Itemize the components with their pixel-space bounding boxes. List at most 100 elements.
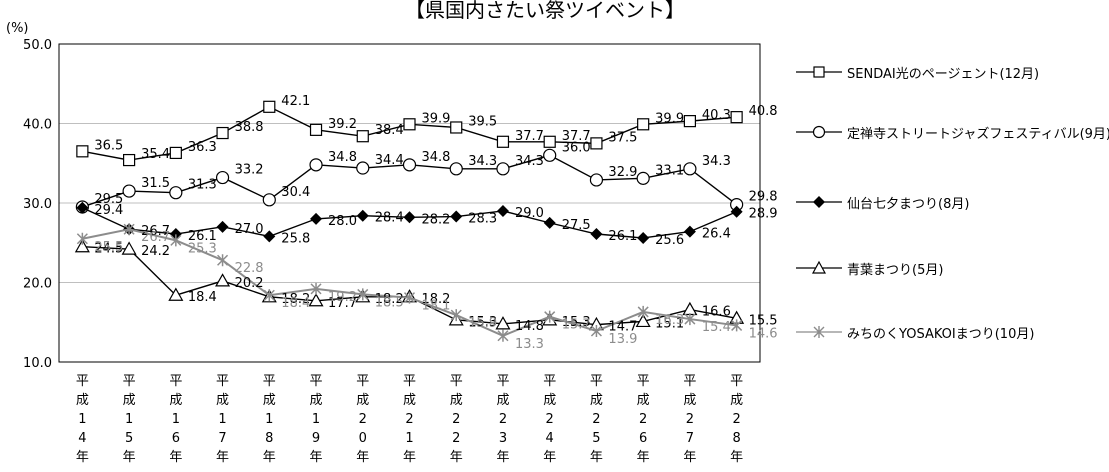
x-tick-label: 成 (637, 393, 650, 408)
x-tick-label: 4 (78, 431, 86, 446)
data-point (263, 230, 276, 243)
data-label: 14.6 (749, 326, 778, 341)
x-tick-label: 9 (312, 431, 320, 446)
data-label: 28.4 (375, 211, 404, 226)
data-point (449, 162, 463, 176)
data-point (217, 254, 229, 267)
data-label: 36.5 (94, 138, 123, 153)
x-tick-label: 1 (218, 412, 226, 427)
x-tick-label: 成 (216, 393, 229, 408)
x-tick-label: 2 (686, 412, 694, 427)
x-tick-label: 1 (172, 412, 180, 427)
data-point (544, 310, 556, 323)
data-point (122, 184, 136, 198)
data-point (216, 126, 229, 140)
data-label: 39.5 (468, 114, 497, 129)
data-label: 15.5 (749, 313, 778, 328)
data-label: 15.7 (562, 318, 591, 333)
x-tick-label: 2 (639, 412, 647, 427)
x-tick-label: 成 (123, 393, 136, 408)
x-tick-label: 成 (730, 393, 743, 408)
data-label: 28.3 (468, 212, 497, 227)
x-tick-label: 平 (216, 374, 229, 389)
x-tick-label: 2 (546, 412, 554, 427)
x-tick-label: 4 (546, 431, 554, 446)
x-tick-label: 5 (592, 431, 600, 446)
data-point (216, 220, 229, 233)
data-label: 39.9 (655, 111, 684, 126)
data-label: 18.2 (281, 292, 310, 307)
data-label: 15.9 (468, 316, 497, 331)
x-tick-label: 年 (590, 450, 603, 465)
data-point (730, 111, 743, 124)
legend-square-open-icon (796, 66, 842, 78)
x-tick-label: 平 (403, 374, 416, 389)
data-label: 24.2 (141, 244, 170, 259)
data-point (356, 161, 370, 175)
legend-item-aoba: 青葉まつり(5月) (795, 256, 943, 280)
data-label: 26.1 (608, 229, 637, 244)
x-tick-label: 1 (312, 412, 320, 427)
chart-title: 【県国内さたい祭ツイベント】 (405, 0, 685, 22)
x-tick-label: 年 (730, 450, 743, 465)
legend-label-aoba: 青葉まつり(5月) (847, 262, 944, 278)
data-label: 36.0 (562, 140, 591, 155)
x-tick-label: 2 (732, 412, 740, 427)
x-tick-label: 2 (499, 412, 507, 427)
data-label: 18.4 (188, 290, 217, 305)
data-label: 24.5 (94, 242, 123, 257)
data-point (589, 173, 604, 187)
data-point (356, 209, 369, 222)
data-label: 29.8 (749, 190, 778, 205)
data-label: 34.3 (515, 154, 544, 169)
data-label: 18.5 (375, 295, 404, 310)
data-point (310, 282, 322, 295)
legend-item-sendai: SENDAI光のページェント(12月) (795, 60, 1039, 84)
x-tick-label: 6 (639, 431, 647, 446)
x-tick-label: 成 (683, 393, 696, 408)
legend-label-yosakoi: みちのくYOSAKOIまつり(10月) (847, 326, 1035, 342)
data-point (76, 145, 89, 158)
x-tick-label: 年 (216, 450, 229, 465)
data-point (450, 309, 462, 322)
x-tick-label: 年 (123, 450, 136, 465)
data-point (682, 301, 698, 316)
data-label: 25.6 (655, 233, 684, 248)
data-point (403, 291, 416, 304)
data-point (403, 211, 416, 224)
data-label: 14.7 (608, 320, 637, 335)
data-point (76, 201, 89, 214)
data-point (496, 162, 510, 176)
data-label: 29.0 (515, 206, 544, 221)
data-point (356, 130, 369, 143)
data-label: 27.5 (562, 218, 591, 233)
plot-area-border (58, 43, 761, 363)
data-label: 28.2 (422, 212, 451, 227)
data-point (496, 135, 510, 148)
data-label: 13.3 (515, 337, 544, 352)
data-point (497, 329, 509, 342)
data-label: 39.2 (328, 117, 357, 132)
data-point (122, 153, 136, 167)
x-tick-label: 成 (450, 393, 463, 408)
x-tick-label: 成 (310, 393, 323, 408)
x-tick-label: 年 (169, 450, 182, 465)
x-tick-label: 6 (172, 431, 180, 446)
data-point (357, 288, 369, 301)
data-point (543, 216, 556, 229)
data-point (590, 137, 603, 150)
x-tick-label: 年 (403, 450, 416, 465)
x-tick-label: 年 (683, 450, 696, 465)
x-tick-label: 2 (359, 412, 367, 427)
legend-item-tanabata: 仙台七夕まつり(8月) (795, 190, 969, 214)
data-label: 15.3 (468, 315, 497, 330)
x-tick-label: 年 (450, 450, 463, 465)
data-point (637, 231, 650, 244)
x-tick-label: 1 (78, 412, 86, 427)
x-tick-label: 5 (125, 431, 133, 446)
x-tick-label: 平 (169, 374, 182, 389)
data-point (121, 241, 137, 255)
data-label: 32.9 (608, 165, 637, 180)
data-label: 25.8 (281, 231, 310, 246)
x-tick-label: 年 (263, 450, 276, 465)
